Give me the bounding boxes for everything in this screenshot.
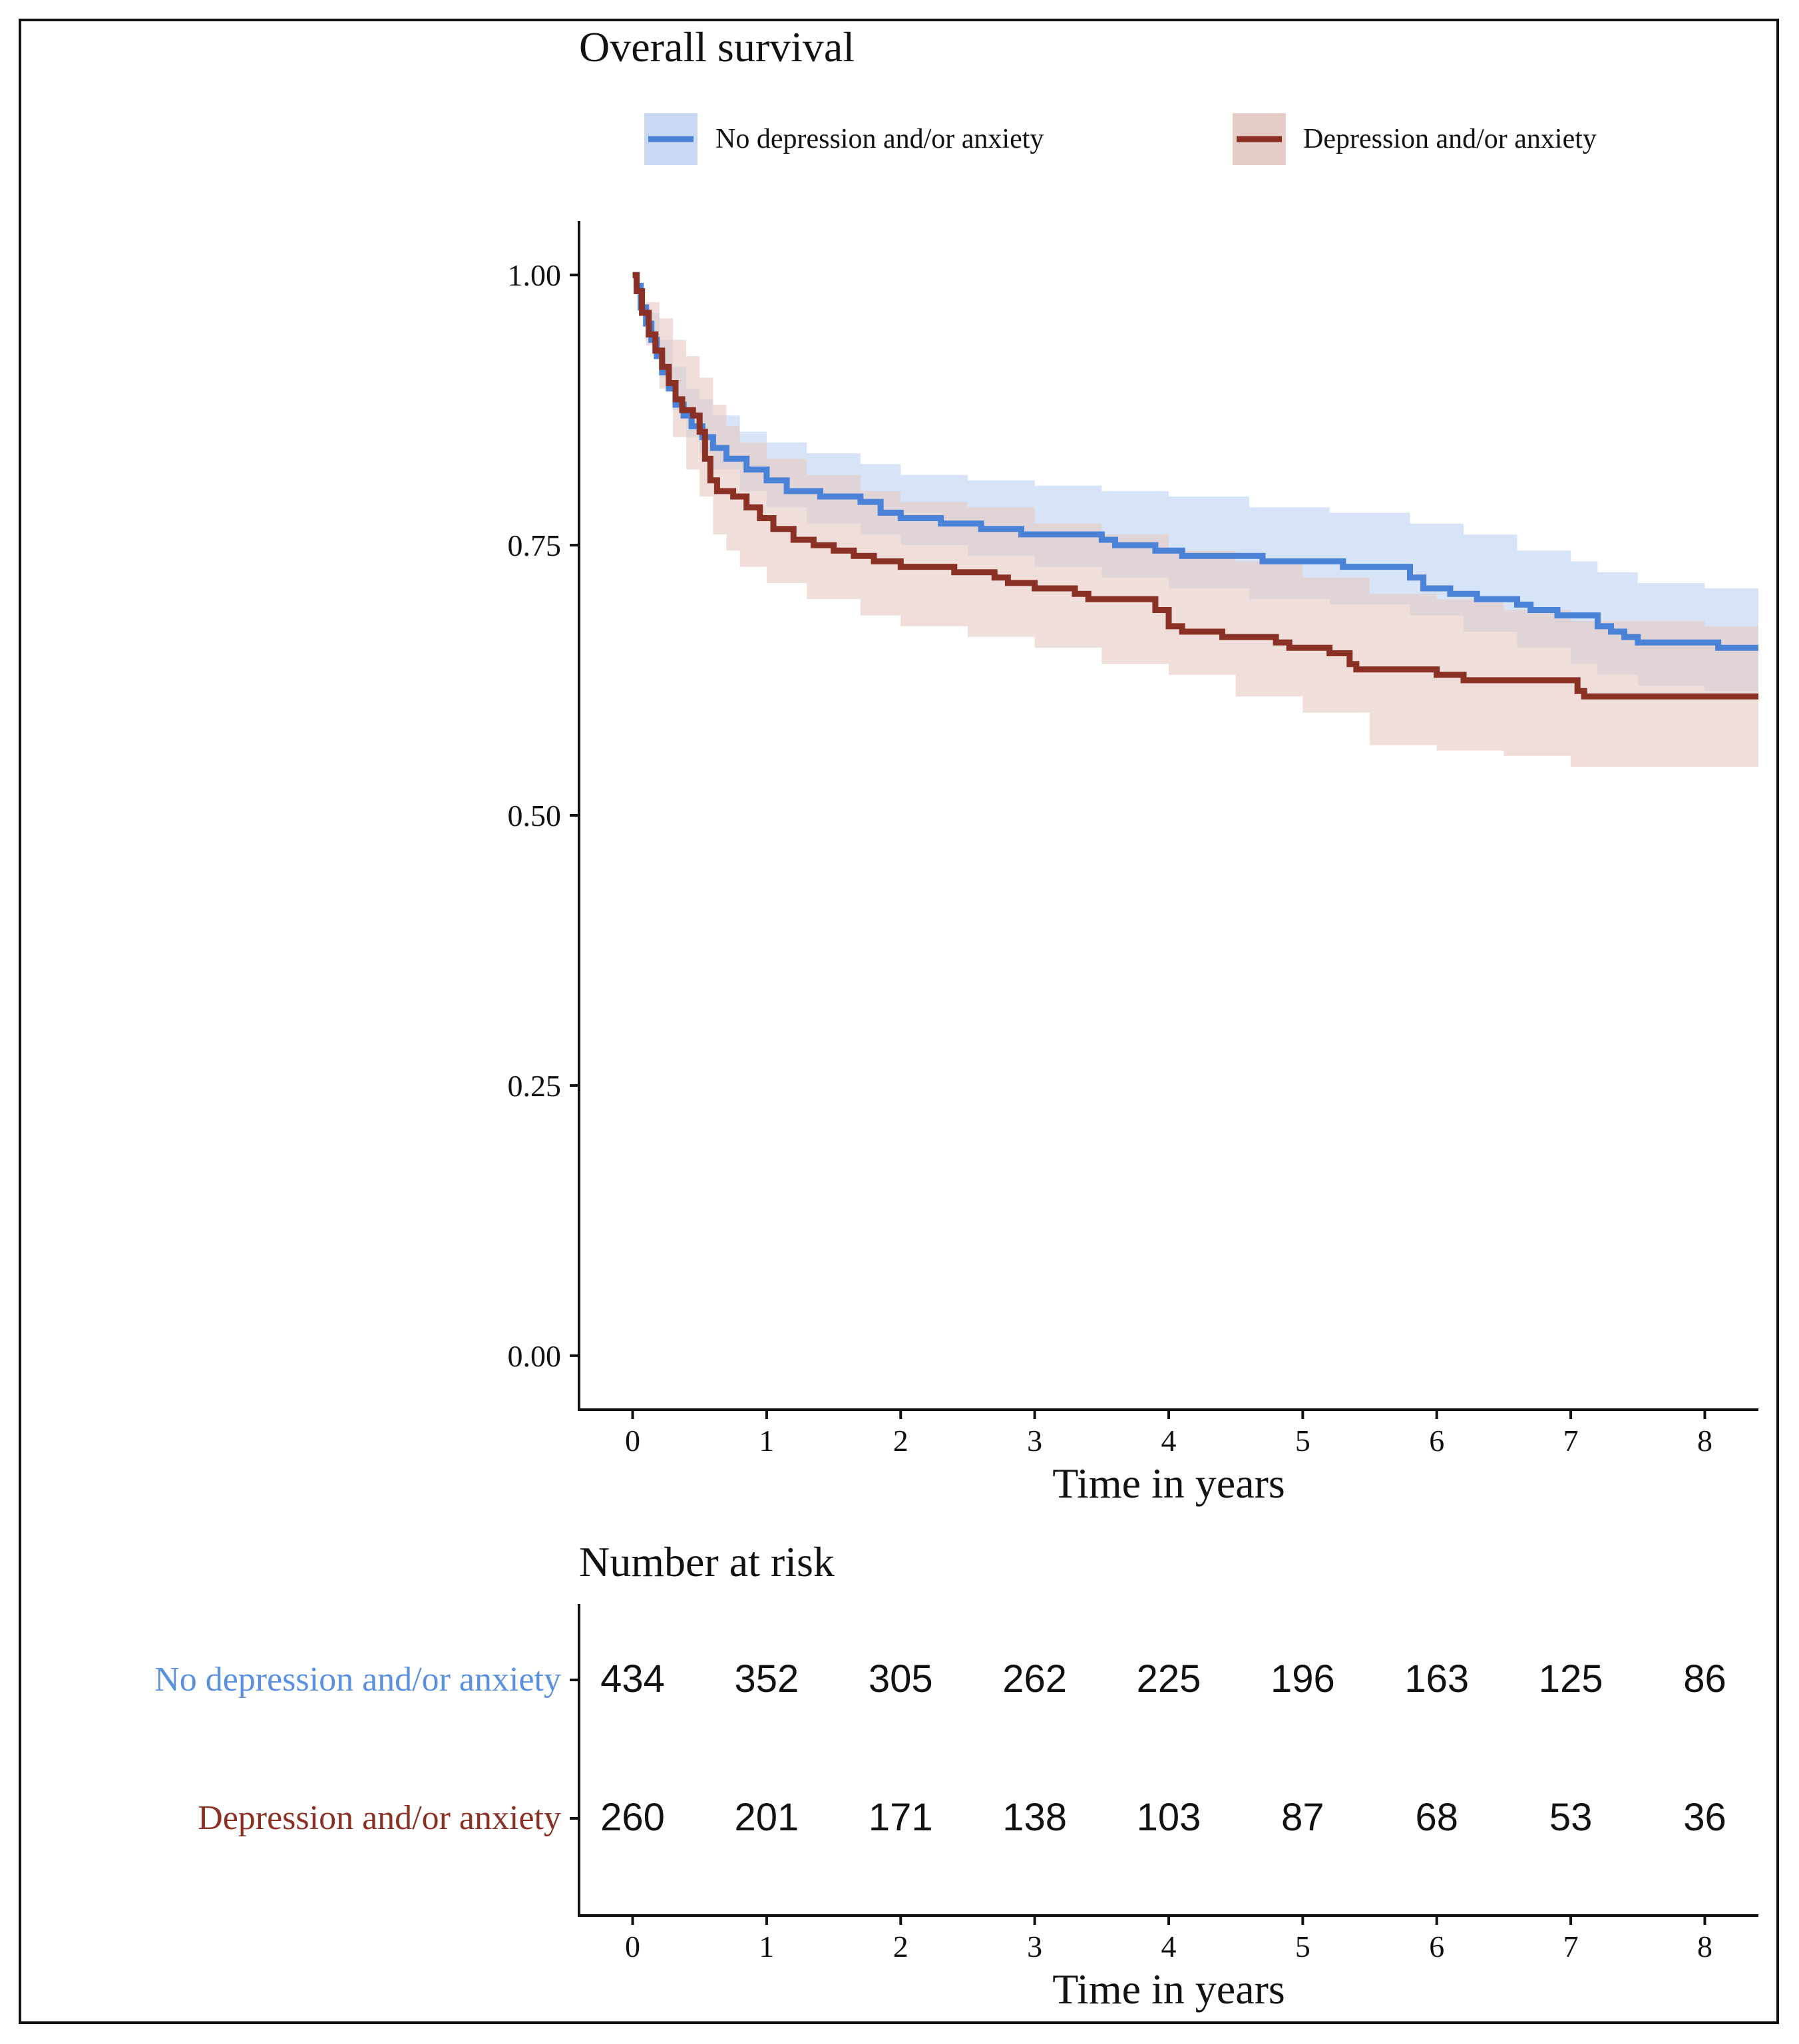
risk-cell-no-depression: 305 (869, 1657, 933, 1701)
risk-x-tick-label: 2 (893, 1930, 908, 1963)
x-axis-ticks: 0 1 2 3 4 5 6 7 8 (625, 1410, 1712, 1458)
legend-item-depression[interactable]: Depression and/or anxiety (1233, 113, 1597, 165)
risk-cell-depression: 53 (1549, 1796, 1593, 1839)
legend-item-no-depression[interactable]: No depression and/or anxiety (644, 113, 1044, 165)
risk-x-tick-label: 7 (1563, 1930, 1579, 1963)
risk-cell-no-depression: 125 (1539, 1657, 1603, 1701)
risk-x-tick-label: 4 (1161, 1930, 1177, 1963)
y-tick-label: 0.00 (508, 1339, 562, 1373)
risk-cell-depression: 138 (1002, 1796, 1067, 1839)
legend-label-depression: Depression and/or anxiety (1303, 124, 1597, 154)
risk-cell-depression: 260 (600, 1796, 665, 1839)
x-tick-label: 2 (893, 1424, 908, 1458)
legend: No depression and/or anxiety Depression … (644, 113, 1597, 165)
risk-x-tick-label: 8 (1697, 1930, 1712, 1963)
risk-cell-depression: 171 (869, 1796, 933, 1839)
risk-cell-no-depression: 86 (1683, 1657, 1726, 1701)
risk-cell-depression: 87 (1281, 1796, 1324, 1839)
risk-table: Number at risk No depression and/or anxi… (154, 1538, 1758, 2013)
y-axis-ticks: 0.00 0.25 0.50 0.75 1.00 (508, 258, 579, 1373)
risk-x-tick-label: 5 (1295, 1930, 1310, 1963)
risk-cell-no-depression: 225 (1137, 1657, 1201, 1701)
x-tick-label: 7 (1563, 1424, 1579, 1458)
risk-cell-no-depression: 163 (1404, 1657, 1469, 1701)
risk-cell-depression: 103 (1137, 1796, 1201, 1839)
risk-x-axis-title: Time in years (1052, 1965, 1285, 2013)
risk-cell-no-depression: 262 (1002, 1657, 1067, 1701)
risk-x-axis-ticks: 0 1 2 3 4 5 6 7 8 (625, 1916, 1712, 1963)
risk-x-tick-label: 0 (625, 1930, 640, 1963)
risk-cell-depression: 201 (735, 1796, 799, 1839)
ci-band-depression (632, 275, 1758, 767)
risk-row-label-no-depression: No depression and/or anxiety (154, 1661, 561, 1699)
risk-cell-depression: 36 (1683, 1796, 1726, 1839)
y-tick-label: 0.75 (508, 528, 562, 562)
y-tick-label: 1.00 (508, 258, 562, 292)
x-tick-label: 8 (1697, 1424, 1712, 1458)
risk-table-rows: No depression and/or anxiety 434 352 305 262… (154, 1657, 1726, 1839)
x-tick-label: 0 (625, 1424, 640, 1458)
legend-label-no-depression: No depression and/or anxiety (715, 124, 1044, 154)
risk-row-label-depression: Depression and/or anxiety (198, 1799, 561, 1837)
survival-plot-area: 0.00 0.25 0.50 0.75 1.00 0 1 2 3 4 5 6 7 8 Time in y… (508, 221, 1759, 1507)
risk-cell-no-depression: 352 (735, 1657, 799, 1701)
risk-x-tick-label: 6 (1429, 1930, 1444, 1963)
x-tick-label: 6 (1429, 1424, 1444, 1458)
survival-line-depression[interactable] (632, 272, 1759, 700)
risk-cell-no-depression: 434 (600, 1657, 665, 1701)
risk-x-tick-label: 3 (1027, 1930, 1042, 1963)
x-tick-label: 3 (1027, 1424, 1042, 1458)
survival-curves (632, 272, 1759, 700)
plot-title: Overall survival (579, 23, 855, 71)
x-tick-label: 1 (759, 1424, 774, 1458)
y-tick-label: 0.25 (508, 1069, 562, 1103)
risk-cell-no-depression: 196 (1271, 1657, 1335, 1701)
x-axis-title: Time in years (1052, 1460, 1285, 1507)
confidence-bands (632, 275, 1758, 767)
x-tick-label: 5 (1295, 1424, 1310, 1458)
figure-frame (19, 19, 1779, 2024)
risk-table-title: Number at risk (579, 1538, 835, 1585)
risk-x-tick-label: 1 (759, 1930, 774, 1963)
risk-cell-depression: 68 (1415, 1796, 1458, 1839)
x-tick-label: 4 (1161, 1424, 1177, 1458)
y-tick-label: 0.50 (508, 799, 562, 833)
